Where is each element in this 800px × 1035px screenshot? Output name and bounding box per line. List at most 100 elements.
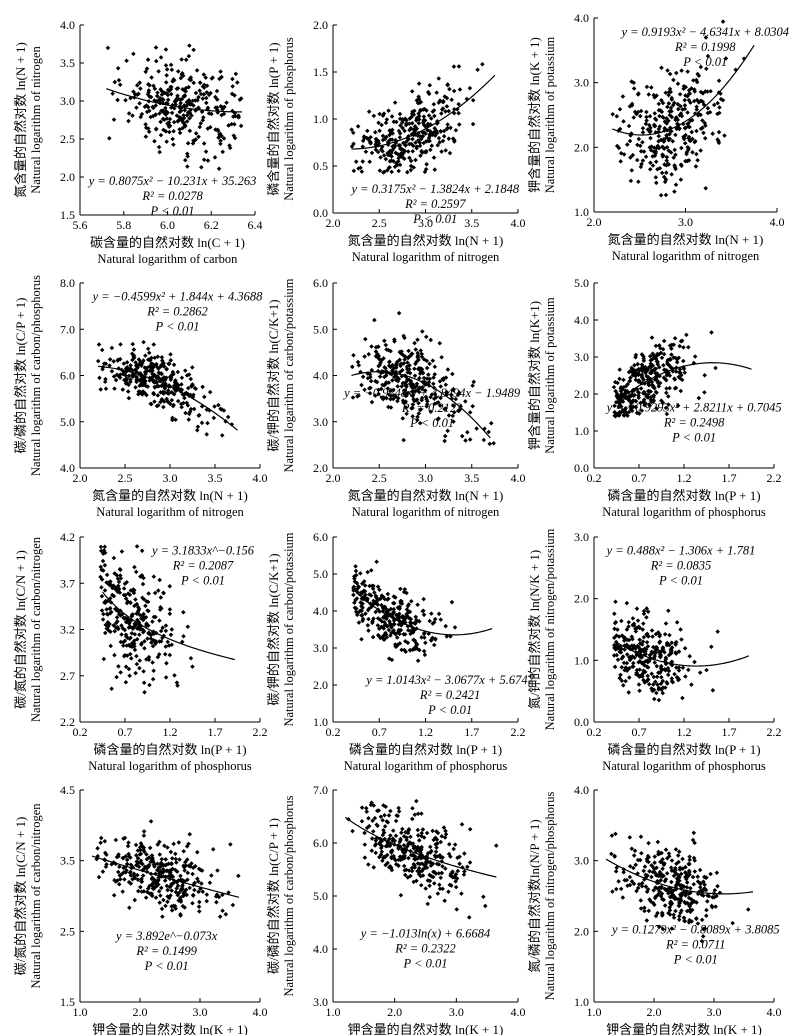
data-point <box>624 660 630 666</box>
data-point <box>704 907 709 913</box>
data-point <box>364 805 369 811</box>
data-point <box>428 147 433 153</box>
data-point <box>451 846 456 852</box>
y-tick-label: 5.0 <box>313 889 328 903</box>
data-point <box>150 104 155 110</box>
data-point <box>167 607 173 612</box>
data-point <box>152 590 158 596</box>
data-point <box>353 568 359 574</box>
data-point <box>366 628 371 633</box>
data-point <box>659 674 664 680</box>
data-point <box>137 658 142 663</box>
data-point <box>163 47 169 52</box>
data-point <box>115 97 120 103</box>
data-point <box>461 872 467 877</box>
data-point <box>436 135 442 141</box>
x-tick-label: 2.5 <box>118 471 133 485</box>
data-point <box>653 159 659 164</box>
data-point <box>663 621 669 626</box>
data-point <box>644 109 649 115</box>
x-tick-label: 2.0 <box>73 471 88 485</box>
data-point <box>141 833 147 838</box>
chart-panel-b: 0.0 0.5 1.0 1.5 2.0 2.0 2.5 3.0 3.5 4.0 y = 0.3175… <box>266 18 526 264</box>
data-point <box>710 131 715 136</box>
data-point <box>635 618 641 623</box>
data-point <box>388 833 393 838</box>
data-point <box>205 105 211 111</box>
data-point <box>383 156 389 162</box>
data-point <box>396 168 401 174</box>
data-point <box>393 818 399 824</box>
x-tick-label: 2.0 <box>387 1005 402 1019</box>
data-point <box>169 861 174 866</box>
y-tick-label: 8.0 <box>60 276 75 290</box>
data-point <box>631 115 636 120</box>
data-point <box>143 125 149 131</box>
data-point <box>421 596 426 602</box>
data-point <box>680 695 685 701</box>
data-point <box>143 134 149 139</box>
data-point <box>412 340 417 346</box>
data-point <box>109 345 115 351</box>
data-point <box>137 632 142 637</box>
data-point <box>487 441 492 447</box>
p-value: P < 0.01 <box>427 703 472 717</box>
data-point <box>387 152 392 158</box>
data-point <box>186 53 192 59</box>
data-point <box>676 917 682 922</box>
data-point <box>716 78 722 83</box>
data-point <box>697 867 703 873</box>
data-point <box>118 670 123 675</box>
data-point <box>161 897 166 903</box>
data-point <box>445 367 451 372</box>
data-point <box>162 878 168 883</box>
data-point <box>658 192 664 198</box>
data-point <box>149 75 154 80</box>
data-point <box>102 588 108 593</box>
data-point <box>130 341 136 347</box>
data-point <box>441 133 447 139</box>
p-value: P < 0.01 <box>682 55 727 69</box>
data-point <box>453 884 459 890</box>
data-point <box>682 645 688 651</box>
x-tick-label: 1.2 <box>677 471 692 485</box>
data-point <box>197 124 203 130</box>
y-axis-label-cn: 碳/氮的自然对数 ln(C/N + 1) <box>13 817 28 976</box>
data-point <box>220 149 225 155</box>
data-point <box>134 544 140 549</box>
fit-equation: y = 3.892e^−0.073x <box>114 929 218 943</box>
data-point <box>664 170 669 175</box>
data-point <box>425 89 431 95</box>
fit-equation: y = 3.1833x^−0.156 <box>150 544 255 558</box>
data-point <box>644 84 650 90</box>
data-point <box>663 847 669 852</box>
data-point <box>118 573 123 578</box>
data-point <box>422 635 427 640</box>
chart-panel-e: 2.03.04.05.06.02.0 2.5 3.0 3.5 4.0y = −0.974… <box>266 276 526 519</box>
data-point <box>156 588 161 593</box>
data-point <box>703 185 708 191</box>
x-tick-label: 2.2 <box>253 725 268 739</box>
r-squared: R² = 0.2123 <box>401 401 462 415</box>
data-point <box>214 88 220 94</box>
data-point <box>183 57 189 62</box>
data-point <box>197 80 203 85</box>
data-point <box>111 117 117 122</box>
data-point <box>125 843 131 849</box>
y-tick-label: 6.0 <box>60 369 75 383</box>
data-point <box>120 889 125 894</box>
data-point <box>133 670 138 676</box>
data-point <box>98 840 103 846</box>
data-point <box>638 898 644 903</box>
fit-equation: y = −0.9748x² + 4.8494x − 1.9489 <box>342 386 521 400</box>
data-point <box>143 895 149 900</box>
data-point <box>203 149 209 154</box>
data-point <box>437 140 442 145</box>
data-point <box>185 164 190 169</box>
data-point <box>430 828 435 834</box>
r-squared: R² = 0.2862 <box>146 305 207 319</box>
data-point <box>687 861 692 867</box>
y-tick-label: 0.0 <box>313 206 328 220</box>
y-axis-label-en: Natural logarithm of carbon/potassium <box>282 532 296 726</box>
data-point <box>702 136 708 141</box>
